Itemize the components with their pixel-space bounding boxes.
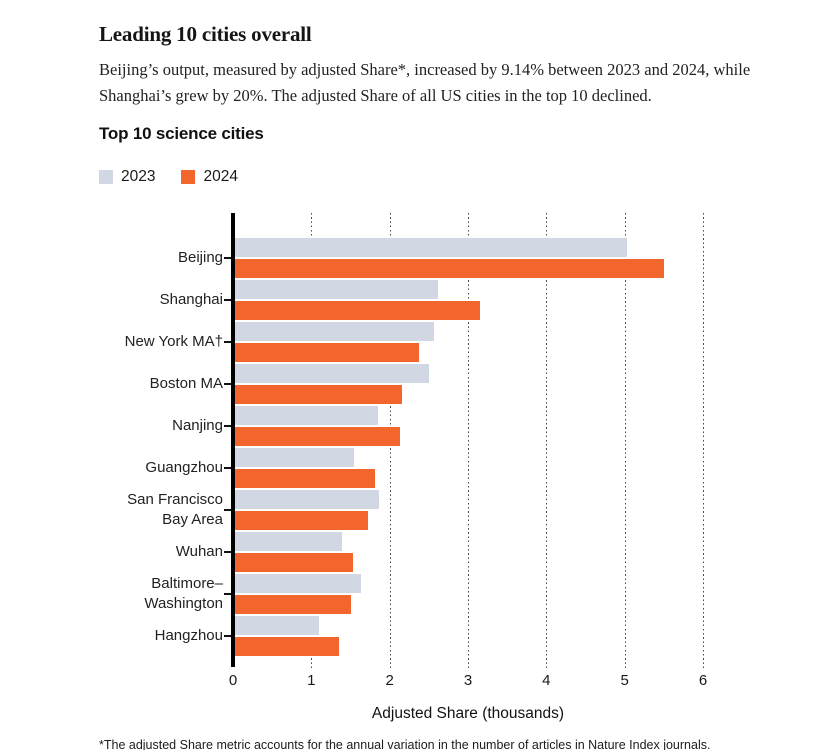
y-axis-tick — [224, 509, 231, 511]
bar-2023 — [233, 406, 378, 425]
x-tick-label-0: 0 — [228, 672, 238, 689]
y-axis-tick — [224, 257, 231, 259]
legend-swatch-2024 — [181, 170, 196, 184]
x-tick-label-6: 6 — [698, 672, 708, 689]
legend-swatch-2023 — [99, 170, 113, 184]
gridline-6 — [703, 213, 704, 668]
chart-row-wuhan: Wuhan — [176, 532, 745, 572]
bar-2023 — [233, 616, 320, 635]
bar-2024 — [233, 469, 375, 488]
bar-2024 — [233, 301, 480, 320]
bar-2024 — [233, 259, 664, 278]
bar-2024 — [233, 595, 351, 614]
chart-row-shanghai: Shanghai — [160, 280, 745, 320]
bar-2023 — [233, 280, 439, 299]
x-tick-label-4: 4 — [542, 672, 551, 689]
category-label: Wuhan — [175, 543, 223, 560]
page-title: Leading 10 cities overall — [99, 22, 312, 46]
x-axis-label: Adjusted Share (thousands) — [371, 705, 565, 722]
footnote: *The adjusted Share metric accounts for … — [99, 738, 711, 750]
chart-row-baltimore-washington: Baltimore– Washington — [144, 574, 745, 614]
category-label: Beijing — [177, 249, 223, 266]
chart-title: Top 10 science cities — [99, 124, 264, 143]
y-axis-tick — [224, 383, 231, 385]
y-axis-tick — [224, 341, 231, 343]
gridline-3 — [468, 213, 469, 668]
y-axis-tick — [224, 425, 231, 427]
legend-item-2024: 2024 — [181, 168, 238, 186]
chart-row-guangzhou: Guangzhou — [145, 448, 745, 488]
bar-2024 — [233, 637, 339, 656]
y-axis-tick — [224, 551, 231, 553]
category-label: Nanjing — [172, 417, 223, 434]
bar-2023 — [233, 238, 628, 257]
category-label: New York MA† — [124, 333, 223, 350]
chart-row-boston-ma: Boston MA — [150, 364, 745, 404]
category-label: San Francisco Bay Area — [127, 491, 223, 528]
category-label: Shanghai — [159, 291, 223, 308]
y-axis-tick — [224, 467, 231, 469]
y-axis-tick — [224, 635, 231, 637]
legend-label: 2024 — [203, 168, 238, 185]
bar-2023 — [233, 322, 434, 341]
chart-row-nanjing: Nanjing — [172, 406, 745, 446]
bar-2023 — [233, 574, 362, 593]
category-label: Baltimore– Washington — [144, 575, 223, 612]
legend-item-2023: 2023 — [99, 168, 155, 186]
y-axis-tick — [224, 593, 231, 595]
category-label: Boston MA — [149, 375, 223, 392]
gridline-4 — [546, 213, 548, 668]
x-tick-label-3: 3 — [463, 672, 473, 689]
chart-row-san-francisco-bay-area: San Francisco Bay Area — [127, 490, 745, 530]
category-label: Hangzhou — [154, 627, 223, 644]
bar-2024 — [233, 343, 420, 362]
chart-legend: 2023 2024 — [99, 168, 238, 186]
bar-chart: 0 1 2 3 4 5 6 Beijing Shanghai New York MA† Boston… — [0, 213, 815, 738]
bar-2024 — [233, 511, 368, 530]
x-tick-label-5: 5 — [620, 672, 629, 689]
bar-2023 — [233, 364, 429, 383]
bar-2024 — [233, 553, 353, 572]
page-subtitle: Beijing’s output, measured by adjusted S… — [99, 60, 751, 105]
legend-label: 2023 — [121, 168, 156, 185]
bar-2024 — [233, 385, 403, 404]
chart-row-new-york-ma-: New York MA† — [125, 322, 745, 362]
bar-2023 — [233, 448, 355, 467]
chart-row-hangzhou: Hangzhou — [155, 616, 745, 656]
y-axis-tick — [224, 299, 231, 301]
plot-area: 0 1 2 3 4 5 6 Beijing Shanghai New York MA† Boston… — [125, 213, 745, 689]
gridline-5 — [624, 213, 626, 668]
chart-row-beijing: Beijing — [178, 238, 745, 278]
bar-2024 — [233, 427, 400, 446]
bar-2023 — [233, 490, 380, 509]
x-tick-label-2: 2 — [385, 672, 394, 689]
x-tick-label-1: 1 — [307, 672, 316, 689]
category-label: Guangzhou — [145, 459, 223, 476]
y-axis-line — [231, 213, 235, 667]
bar-2023 — [233, 532, 342, 551]
